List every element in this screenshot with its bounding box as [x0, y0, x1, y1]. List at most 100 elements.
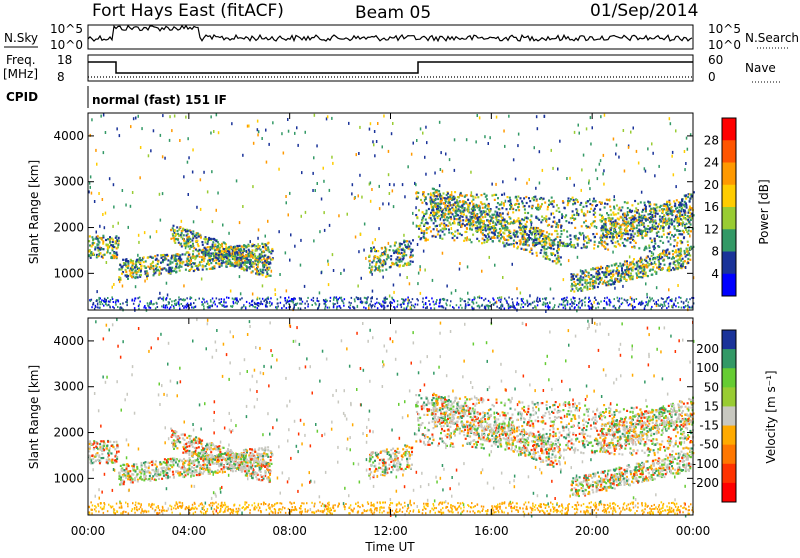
noise-cell	[171, 269, 173, 272]
echo-cell	[182, 253, 184, 255]
echo-cell	[608, 232, 610, 234]
echo-cell	[609, 236, 611, 238]
echo-cell	[370, 250, 372, 252]
echo-cell	[542, 219, 544, 221]
echo-cell	[673, 235, 675, 237]
echo-cell	[238, 264, 240, 266]
echo-cell	[672, 253, 674, 255]
noise-cell	[296, 126, 298, 129]
echo-cell	[432, 201, 434, 203]
noise-cell	[451, 191, 453, 194]
noise-cell	[447, 201, 449, 204]
echo-cell	[598, 241, 600, 243]
echo-cell	[399, 261, 401, 263]
echo-cell	[589, 281, 591, 283]
echo-cell	[574, 202, 576, 204]
echo-cell	[687, 258, 689, 260]
echo-cell	[660, 240, 662, 242]
noise-cell	[183, 284, 185, 287]
echo-cell	[476, 222, 478, 224]
echo-cell	[671, 219, 673, 221]
echo-cell	[551, 203, 553, 205]
noise-cell	[503, 130, 505, 133]
echo-cell	[448, 205, 450, 207]
ground-cell	[225, 306, 227, 308]
noise-cell	[150, 149, 152, 152]
echo-cell	[659, 221, 661, 223]
echo-cell	[460, 206, 462, 208]
echo-cell	[671, 234, 673, 236]
noise-cell	[546, 220, 548, 223]
echo-cell	[668, 270, 670, 272]
ground-cell	[266, 301, 268, 303]
ground-cell	[313, 297, 315, 299]
ground-cell	[522, 298, 524, 300]
ground-cell	[647, 296, 649, 298]
echo-cell	[179, 264, 181, 266]
ground-cell	[358, 297, 360, 299]
echo-cell	[485, 210, 487, 212]
echo-cell	[594, 200, 596, 202]
echo-cell	[191, 233, 193, 235]
echo-cell	[495, 218, 497, 220]
echo-cell	[181, 232, 183, 234]
ground-cell	[565, 307, 567, 309]
echo-cell	[448, 232, 450, 234]
echo-cell	[482, 238, 484, 240]
noise-cell	[159, 193, 161, 196]
echo-cell	[88, 250, 90, 252]
noise-cell	[583, 154, 585, 157]
echo-cell	[569, 234, 571, 236]
echo-cell	[576, 214, 578, 216]
noise-cell	[257, 237, 259, 240]
echo-cell	[116, 252, 118, 254]
echo-cell	[374, 255, 376, 257]
echo-cell	[594, 225, 596, 227]
noise-cell	[382, 145, 384, 148]
echo-cell	[623, 245, 625, 247]
ground-cell	[98, 297, 100, 299]
echo-cell	[645, 228, 647, 230]
noise-cell	[566, 177, 568, 180]
noise-cell	[658, 165, 660, 168]
echo-cell	[454, 218, 456, 220]
echo-cell	[636, 209, 638, 211]
echo-cell	[632, 269, 634, 271]
ground-cell	[668, 296, 670, 298]
echo-cell	[679, 258, 681, 260]
echo-cell	[613, 206, 615, 208]
noise-cell	[250, 240, 252, 243]
echo-cell	[624, 213, 626, 215]
echo-cell	[550, 245, 552, 247]
echo-cell	[267, 256, 269, 258]
noise-cell	[430, 202, 432, 205]
echo-cell	[480, 201, 482, 203]
noise-cell	[551, 213, 553, 216]
echo-cell	[661, 256, 663, 258]
echo-cell	[526, 221, 528, 223]
echo-cell	[212, 238, 214, 240]
echo-cell	[444, 197, 446, 199]
echo-cell	[462, 219, 464, 221]
echo-cell	[210, 253, 212, 255]
echo-cell	[613, 229, 615, 231]
noise-cell	[442, 210, 444, 213]
noise-cell	[379, 207, 381, 210]
echo-cell	[579, 284, 581, 286]
echo-cell	[574, 218, 576, 220]
echo-cell	[189, 248, 191, 250]
ground-cell	[597, 303, 599, 305]
noise-cell	[314, 114, 316, 117]
echo-cell	[571, 222, 573, 224]
noise-cell	[563, 278, 565, 281]
echo-cell	[486, 195, 488, 197]
noise-cell	[358, 152, 360, 155]
noise-cell	[360, 297, 362, 300]
echo-cell	[638, 219, 640, 221]
noise-cell	[102, 213, 104, 216]
echo-cell	[416, 198, 418, 200]
ground-cell	[127, 299, 129, 301]
echo-cell	[535, 216, 537, 218]
ground-cell	[508, 303, 510, 305]
echo-cell	[515, 209, 517, 211]
